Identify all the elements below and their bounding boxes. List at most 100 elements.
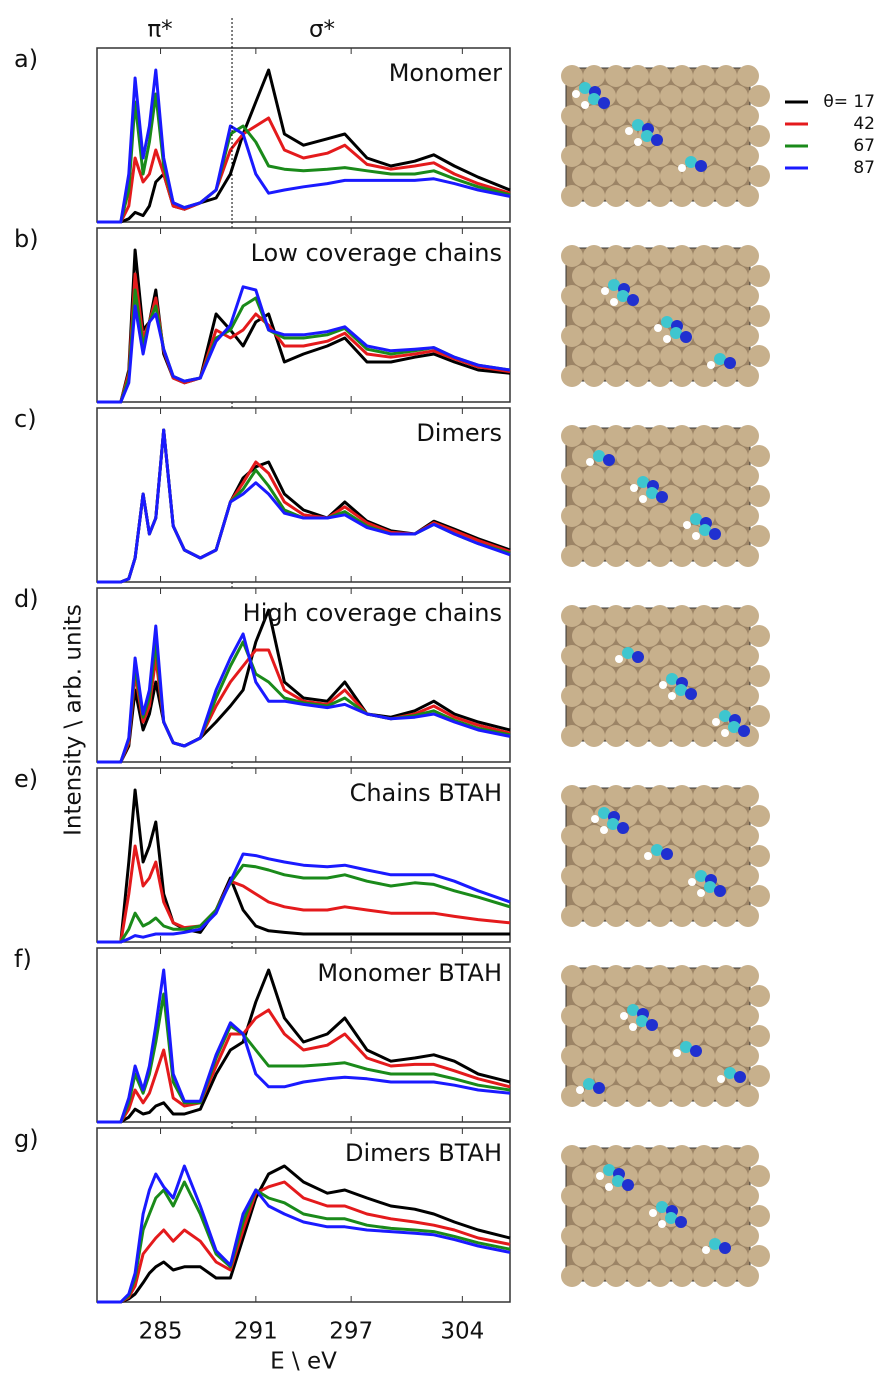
atom bbox=[665, 1212, 677, 1224]
panel-title: Chains BTAH bbox=[350, 779, 502, 807]
atom bbox=[605, 965, 627, 987]
atom bbox=[605, 545, 627, 567]
atom bbox=[561, 65, 583, 87]
atom bbox=[738, 725, 750, 737]
atom bbox=[576, 1086, 584, 1094]
atom bbox=[737, 465, 759, 487]
atom bbox=[594, 705, 616, 727]
atom bbox=[649, 545, 671, 567]
atom bbox=[605, 785, 627, 807]
atom bbox=[726, 1025, 748, 1047]
atom bbox=[682, 1205, 704, 1227]
atom bbox=[715, 1085, 737, 1107]
atom bbox=[660, 985, 682, 1007]
spectrum-line bbox=[97, 1180, 511, 1304]
atom bbox=[583, 825, 605, 847]
atom bbox=[638, 1025, 660, 1047]
atom bbox=[682, 625, 704, 647]
atom bbox=[670, 327, 682, 339]
atom bbox=[607, 818, 619, 830]
atom bbox=[748, 1205, 770, 1227]
atom bbox=[649, 725, 671, 747]
atom bbox=[704, 705, 726, 727]
atom bbox=[680, 331, 692, 343]
atom bbox=[726, 485, 748, 507]
atom bbox=[671, 825, 693, 847]
atom bbox=[594, 625, 616, 647]
atom bbox=[748, 1025, 770, 1047]
atom bbox=[583, 465, 605, 487]
panel-title: Dimers BTAH bbox=[345, 1139, 502, 1167]
atom bbox=[605, 1265, 627, 1287]
atom bbox=[634, 138, 642, 146]
atom bbox=[715, 65, 737, 87]
atom bbox=[693, 725, 715, 747]
atom bbox=[594, 1245, 616, 1267]
atom bbox=[671, 725, 693, 747]
atom bbox=[583, 1078, 595, 1090]
atom bbox=[660, 1165, 682, 1187]
atom bbox=[748, 345, 770, 367]
atom bbox=[683, 521, 691, 529]
atom bbox=[649, 645, 671, 667]
atom bbox=[660, 1245, 682, 1267]
structure-image bbox=[561, 965, 770, 1107]
atom bbox=[693, 105, 715, 127]
atom bbox=[651, 844, 663, 856]
atom bbox=[615, 655, 623, 663]
atom bbox=[671, 905, 693, 927]
atom bbox=[682, 1245, 704, 1267]
atom bbox=[704, 881, 716, 893]
atom bbox=[627, 294, 639, 306]
atom bbox=[693, 685, 715, 707]
atom bbox=[605, 465, 627, 487]
atom bbox=[649, 365, 671, 387]
atom bbox=[616, 265, 638, 287]
atom bbox=[649, 1265, 671, 1287]
atom bbox=[715, 1145, 737, 1167]
panel-frame bbox=[96, 227, 511, 403]
structure-image bbox=[561, 605, 770, 747]
atom bbox=[561, 145, 583, 167]
atom bbox=[561, 245, 583, 267]
panel-frame bbox=[96, 587, 511, 763]
atom bbox=[737, 185, 759, 207]
atom bbox=[581, 101, 589, 109]
atom bbox=[695, 870, 707, 882]
atom bbox=[627, 65, 649, 87]
atom bbox=[561, 725, 583, 747]
atom bbox=[737, 825, 759, 847]
atom bbox=[737, 865, 759, 887]
atom bbox=[682, 445, 704, 467]
atom bbox=[583, 685, 605, 707]
atom bbox=[649, 605, 671, 627]
atom bbox=[671, 285, 693, 307]
atom bbox=[583, 245, 605, 267]
atom bbox=[627, 785, 649, 807]
atom bbox=[583, 325, 605, 347]
atom bbox=[605, 105, 627, 127]
atom bbox=[572, 705, 594, 727]
atom bbox=[600, 826, 608, 834]
atom bbox=[605, 1005, 627, 1027]
atom bbox=[605, 605, 627, 627]
atom bbox=[572, 805, 594, 827]
atom bbox=[649, 865, 671, 887]
atom bbox=[603, 454, 615, 466]
atom bbox=[649, 105, 671, 127]
atom bbox=[671, 1005, 693, 1027]
atom bbox=[737, 285, 759, 307]
atom bbox=[622, 647, 634, 659]
atom bbox=[638, 445, 660, 467]
atom bbox=[583, 865, 605, 887]
atom bbox=[572, 305, 594, 327]
atom bbox=[561, 1005, 583, 1027]
x-axis-label: E \ eV bbox=[270, 1349, 337, 1375]
atom bbox=[693, 185, 715, 207]
atom bbox=[737, 605, 759, 627]
atom bbox=[594, 985, 616, 1007]
atom bbox=[726, 885, 748, 907]
atom bbox=[726, 85, 748, 107]
atom bbox=[724, 357, 736, 369]
x-tick-label: 291 bbox=[234, 1319, 278, 1345]
